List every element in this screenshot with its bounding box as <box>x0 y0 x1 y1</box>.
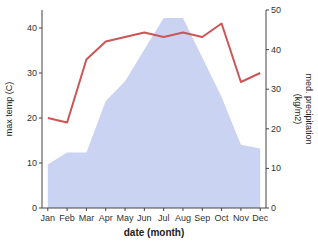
x-tick <box>86 208 87 211</box>
y2-tick <box>266 49 269 50</box>
y-tick <box>39 28 42 29</box>
y-tick-label: 10 <box>27 158 37 168</box>
x-tick <box>67 208 68 211</box>
y2-tick-label: 30 <box>271 84 281 94</box>
y-tick <box>39 163 42 164</box>
x-axis-label: date (month) <box>124 227 185 238</box>
x-tick <box>260 208 261 211</box>
x-tick <box>182 208 183 211</box>
y-tick-label: 20 <box>27 113 37 123</box>
x-tick-label: Apr <box>99 213 113 223</box>
y2-tick <box>266 10 269 11</box>
y2-tick <box>266 208 269 209</box>
x-tick <box>105 208 106 211</box>
x-tick-label: Jun <box>137 213 152 223</box>
x-tick-label: Aug <box>175 213 191 223</box>
plot-area <box>48 18 260 208</box>
y-axis-line <box>42 10 43 208</box>
x-axis-line <box>42 208 266 209</box>
y-tick-label: 0 <box>32 203 37 213</box>
x-tick-label: Nov <box>233 213 250 223</box>
precipitation-area <box>48 18 260 208</box>
y2-tick <box>266 168 269 169</box>
x-tick-label: Feb <box>59 213 75 223</box>
temperature-line <box>48 24 260 123</box>
y2-tick-label: 50 <box>271 5 281 15</box>
x-tick-label: Jul <box>158 213 170 223</box>
x-tick <box>47 208 48 211</box>
y-tick-label: 40 <box>27 23 37 33</box>
x-tick <box>125 208 126 211</box>
x-tick-label: Oct <box>215 213 230 223</box>
y-tick-label: 30 <box>27 68 37 78</box>
x-tick <box>202 208 203 211</box>
y2-tick-label: 10 <box>271 163 281 173</box>
x-tick-label: Sep <box>194 213 210 223</box>
y2-tick <box>266 89 269 90</box>
x-tick-label: Jan <box>41 213 56 223</box>
y-tick <box>39 73 42 74</box>
y-axis-label: max temp (C) <box>4 82 14 137</box>
chart: 0 10 20 30 40 0 10 20 30 40 50 JanFeb Mar Apr MayJun Ju… <box>0 0 318 242</box>
y-tick <box>39 208 42 209</box>
y-tick <box>39 118 42 119</box>
x-tick-label: May <box>117 213 135 223</box>
y2-tick-label: 20 <box>271 124 281 134</box>
y2-axis-label-line: (kg/m2) <box>293 94 303 125</box>
x-tick <box>163 208 164 211</box>
y2-axis-line <box>266 10 267 208</box>
y2-tick-label: 0 <box>271 203 276 213</box>
y2-axis-label-line: med. precipitation <box>304 73 314 144</box>
x-tick <box>144 208 145 211</box>
y2-axis-label: med. precipitation(kg/m2) <box>293 73 314 144</box>
x-tick-label: Dec <box>252 213 269 223</box>
y2-tick <box>266 128 269 129</box>
y2-tick-label: 40 <box>271 45 281 55</box>
x-tick-label: Mar <box>79 213 95 223</box>
x-tick <box>221 208 222 211</box>
x-tick <box>240 208 241 211</box>
